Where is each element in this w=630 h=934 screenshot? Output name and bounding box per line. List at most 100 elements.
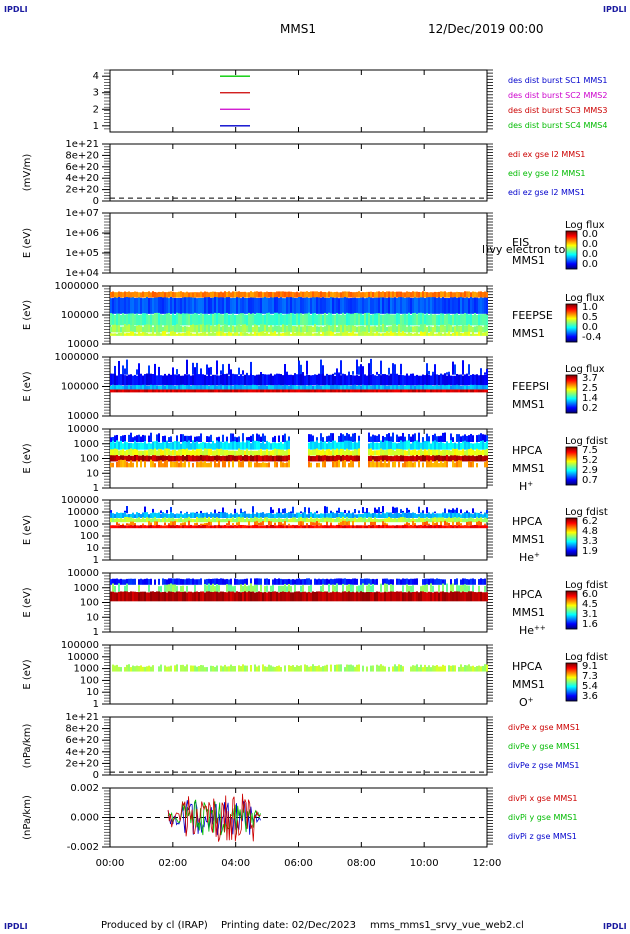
panel-burst <box>102 69 493 133</box>
colorbar-tick-hpca_he-2: 3.3 <box>582 536 598 547</box>
panel-label-feepse-1: MMS1 <box>512 327 545 340</box>
ytick-label-hpca_h-3: 10 <box>86 468 99 479</box>
ytick-label-divpe-1: 8e+20 <box>65 724 99 735</box>
panel-label-hpca_he-1: MMS1 <box>512 533 545 546</box>
ytick-label-eis-2: 1e+05 <box>65 248 99 259</box>
colorbar-tick-hpca_h-0: 7.5 <box>582 445 598 456</box>
colorbar-tick-hpca_o-3: 3.6 <box>582 691 598 702</box>
ytick-label-feepsi-0: 1000000 <box>54 352 99 363</box>
colorbar-title-feepsi: Log flux <box>565 364 605 375</box>
footer-printing-date: Printing date: 02/Dec/2023 <box>221 920 357 931</box>
ytick-label-hpca_he-4: 10 <box>86 543 99 554</box>
ylabel-hpca_o: E (eV) <box>22 659 33 689</box>
ylabel-divpi: (nPa/km) <box>22 795 33 840</box>
ylabel-edi: (mV/m) <box>22 154 33 192</box>
divpi-line-1 <box>167 799 261 836</box>
panel-frame-hpca_he <box>109 499 488 561</box>
panel-eis <box>102 212 493 274</box>
legend-divpe-0: divPe x gse MMS1 <box>508 723 580 732</box>
panel-label-feepsi-1: MMS1 <box>512 398 545 411</box>
panel-label-hpca_h-2: H+ <box>519 480 533 493</box>
colorbar-tick-hpca_h-2: 2.9 <box>582 465 598 476</box>
colorbar-title-hpca_h: Log fdist <box>565 436 608 447</box>
spectrogram-hpca_he <box>110 506 488 529</box>
divpi-line-2 <box>167 793 261 842</box>
ytick-label-hpca_he-5: 1 <box>93 555 99 566</box>
ytick-label-hpca_o-1: 10000 <box>67 652 99 663</box>
divpi-series <box>167 793 261 842</box>
ytick-label-hpca_hepp-1: 1000 <box>74 583 99 594</box>
ytick-label-hpca_h-4: 1 <box>93 483 99 494</box>
panel-label-hpca_he-2: He+ <box>519 551 540 564</box>
xtick-label-1: 02:00 <box>158 858 187 869</box>
ytick-label-feepsi-1: 100000 <box>61 382 99 393</box>
legend-edi-2: edi ez gse l2 MMS1 <box>508 188 585 197</box>
colorbar-tick-feepsi-0: 3.7 <box>582 373 598 384</box>
ytick-label-edi-3: 4e+20 <box>65 173 99 184</box>
colorbar-tick-hpca_o-1: 7.3 <box>582 671 598 682</box>
ytick-label-divpi-0: 0.002 <box>70 783 99 794</box>
colorbar-eis <box>565 230 578 270</box>
colorbar-tick-hpca_hepp-1: 4.5 <box>582 599 598 610</box>
xtick-label-6: 12:00 <box>473 858 502 869</box>
legend-divpe-2: divPe z gse MMS1 <box>508 761 579 770</box>
ytick-label-burst-0: 4 <box>93 71 99 82</box>
legend-divpi-2: divPi z gse MMS1 <box>508 832 577 841</box>
colorbar-tick-eis-3: 0.0 <box>582 259 598 270</box>
colorbar-title-hpca_he: Log fdist <box>565 507 608 518</box>
colorbar-tick-hpca_o-0: 9.1 <box>582 661 598 672</box>
colorbar-tick-feepse-1: 0.5 <box>582 312 598 323</box>
panel-frame-hpca_o <box>109 644 488 705</box>
ytick-label-hpca_h-2: 100 <box>80 454 99 465</box>
overlay-eis: l)vy electron to <box>482 243 566 256</box>
ytick-label-divpe-5: 0 <box>93 770 99 781</box>
ytick-label-hpca_h-1: 1000 <box>74 439 99 450</box>
panel-label-feepse-0: FEEPSE <box>512 309 553 322</box>
ytick-label-feepse-2: 10000 <box>67 339 99 350</box>
panel-hpca_he <box>102 499 493 561</box>
ytick-label-hpca_he-1: 10000 <box>67 507 99 518</box>
ytick-label-hpca_hepp-4: 1 <box>93 627 99 638</box>
header-spacecraft: MMS1 <box>280 22 316 36</box>
xtick-label-0: 00:00 <box>96 858 125 869</box>
ylabel-hpca_hepp: E (eV) <box>22 587 33 617</box>
panel-label-eis-1: MMS1 <box>512 254 545 267</box>
colorbar-hpca_hepp <box>565 590 578 630</box>
panel-label-hpca_o-2: O+ <box>519 696 534 709</box>
colorbar-title-hpca_hepp: Log fdist <box>565 580 608 591</box>
ytick-label-divpi-1: 0.000 <box>70 813 99 824</box>
ytick-label-hpca_o-4: 10 <box>86 687 99 698</box>
panel-frame-eis <box>109 212 488 274</box>
footer-producer: Produced by cl (IRAP) <box>101 920 208 931</box>
panel-label-hpca_hepp-0: HPCA <box>512 588 543 601</box>
corner-label-bottom-right: IPDLI <box>603 922 627 931</box>
colorbar-tick-hpca_h-3: 0.7 <box>582 475 598 486</box>
panel-divpe <box>102 716 493 776</box>
ytick-label-burst-1: 3 <box>93 88 99 99</box>
legend-edi-0: edi ex gse l2 MMS1 <box>508 150 585 159</box>
ytick-label-divpi-2: -0.002 <box>67 842 99 853</box>
colorbar-feepsi <box>565 374 578 414</box>
panel-edi <box>102 143 493 202</box>
legend-divpi-1: divPi y gse MMS1 <box>508 813 577 822</box>
panel-label-hpca_hepp-2: He++ <box>519 624 546 637</box>
legend-burst-1: des dist burst SC2 MMS2 <box>508 91 607 100</box>
ytick-label-divpe-3: 4e+20 <box>65 747 99 758</box>
ytick-label-feepsi-2: 10000 <box>67 411 99 422</box>
colorbar-tick-hpca_he-3: 1.9 <box>582 546 598 557</box>
corner-label-bottom-left: IPDLI <box>4 922 28 931</box>
panel-frame-divpe <box>109 716 488 776</box>
colorbar-tick-feepsi-3: 0.2 <box>582 403 598 414</box>
legend-edi-1: edi ey gse l2 MMS1 <box>508 169 586 178</box>
ytick-label-hpca_he-2: 1000 <box>74 519 99 530</box>
colorbar-tick-feepse-2: 0.0 <box>582 322 598 333</box>
panel-label-hpca_o-0: HPCA <box>512 660 543 673</box>
ytick-label-divpe-2: 6e+20 <box>65 735 99 746</box>
ytick-label-edi-2: 6e+20 <box>65 162 99 173</box>
ytick-label-burst-2: 2 <box>93 104 99 115</box>
ytick-label-edi-1: 8e+20 <box>65 150 99 161</box>
ylabel-feepse: E (eV) <box>22 300 33 330</box>
ytick-label-hpca_he-0: 100000 <box>61 495 99 506</box>
spectrogram-hpca_o <box>112 664 488 672</box>
ylabel-feepsi: E (eV) <box>22 371 33 401</box>
